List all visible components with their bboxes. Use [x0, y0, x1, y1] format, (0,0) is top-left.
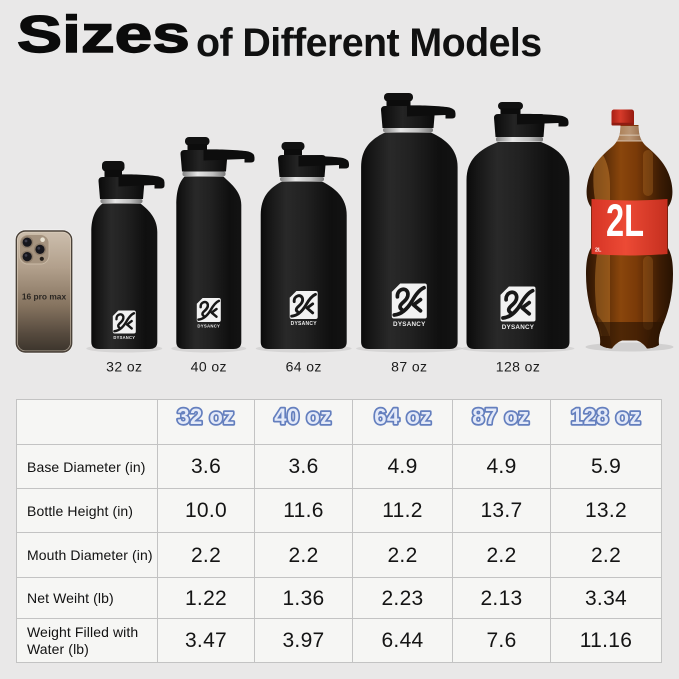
svg-text:16 pro max: 16 pro max	[22, 292, 67, 302]
svg-text:2L: 2L	[606, 195, 644, 246]
svg-text:128 oz: 128 oz	[496, 359, 540, 375]
svg-text:DYSANCY: DYSANCY	[502, 324, 535, 331]
svg-text:64 oz: 64 oz	[286, 359, 322, 375]
svg-text:DYSANCY: DYSANCY	[113, 335, 135, 340]
svg-text:40 oz: 40 oz	[274, 404, 332, 429]
svg-text:64 oz: 64 oz	[374, 404, 432, 429]
svg-text:128 oz: 128 oz	[571, 404, 641, 429]
svg-text:DYSANCY: DYSANCY	[393, 321, 426, 328]
svg-text:32 oz: 32 oz	[177, 404, 235, 429]
svg-text:40 oz: 40 oz	[191, 359, 227, 375]
svg-text:DYSANCY: DYSANCY	[197, 324, 220, 329]
svg-text:87 oz: 87 oz	[472, 404, 530, 429]
svg-text:32 oz: 32 oz	[106, 359, 142, 375]
svg-text:87 oz: 87 oz	[391, 359, 427, 375]
svg-text:DYSANCY: DYSANCY	[291, 321, 318, 327]
svg-text:2L: 2L	[595, 248, 602, 254]
